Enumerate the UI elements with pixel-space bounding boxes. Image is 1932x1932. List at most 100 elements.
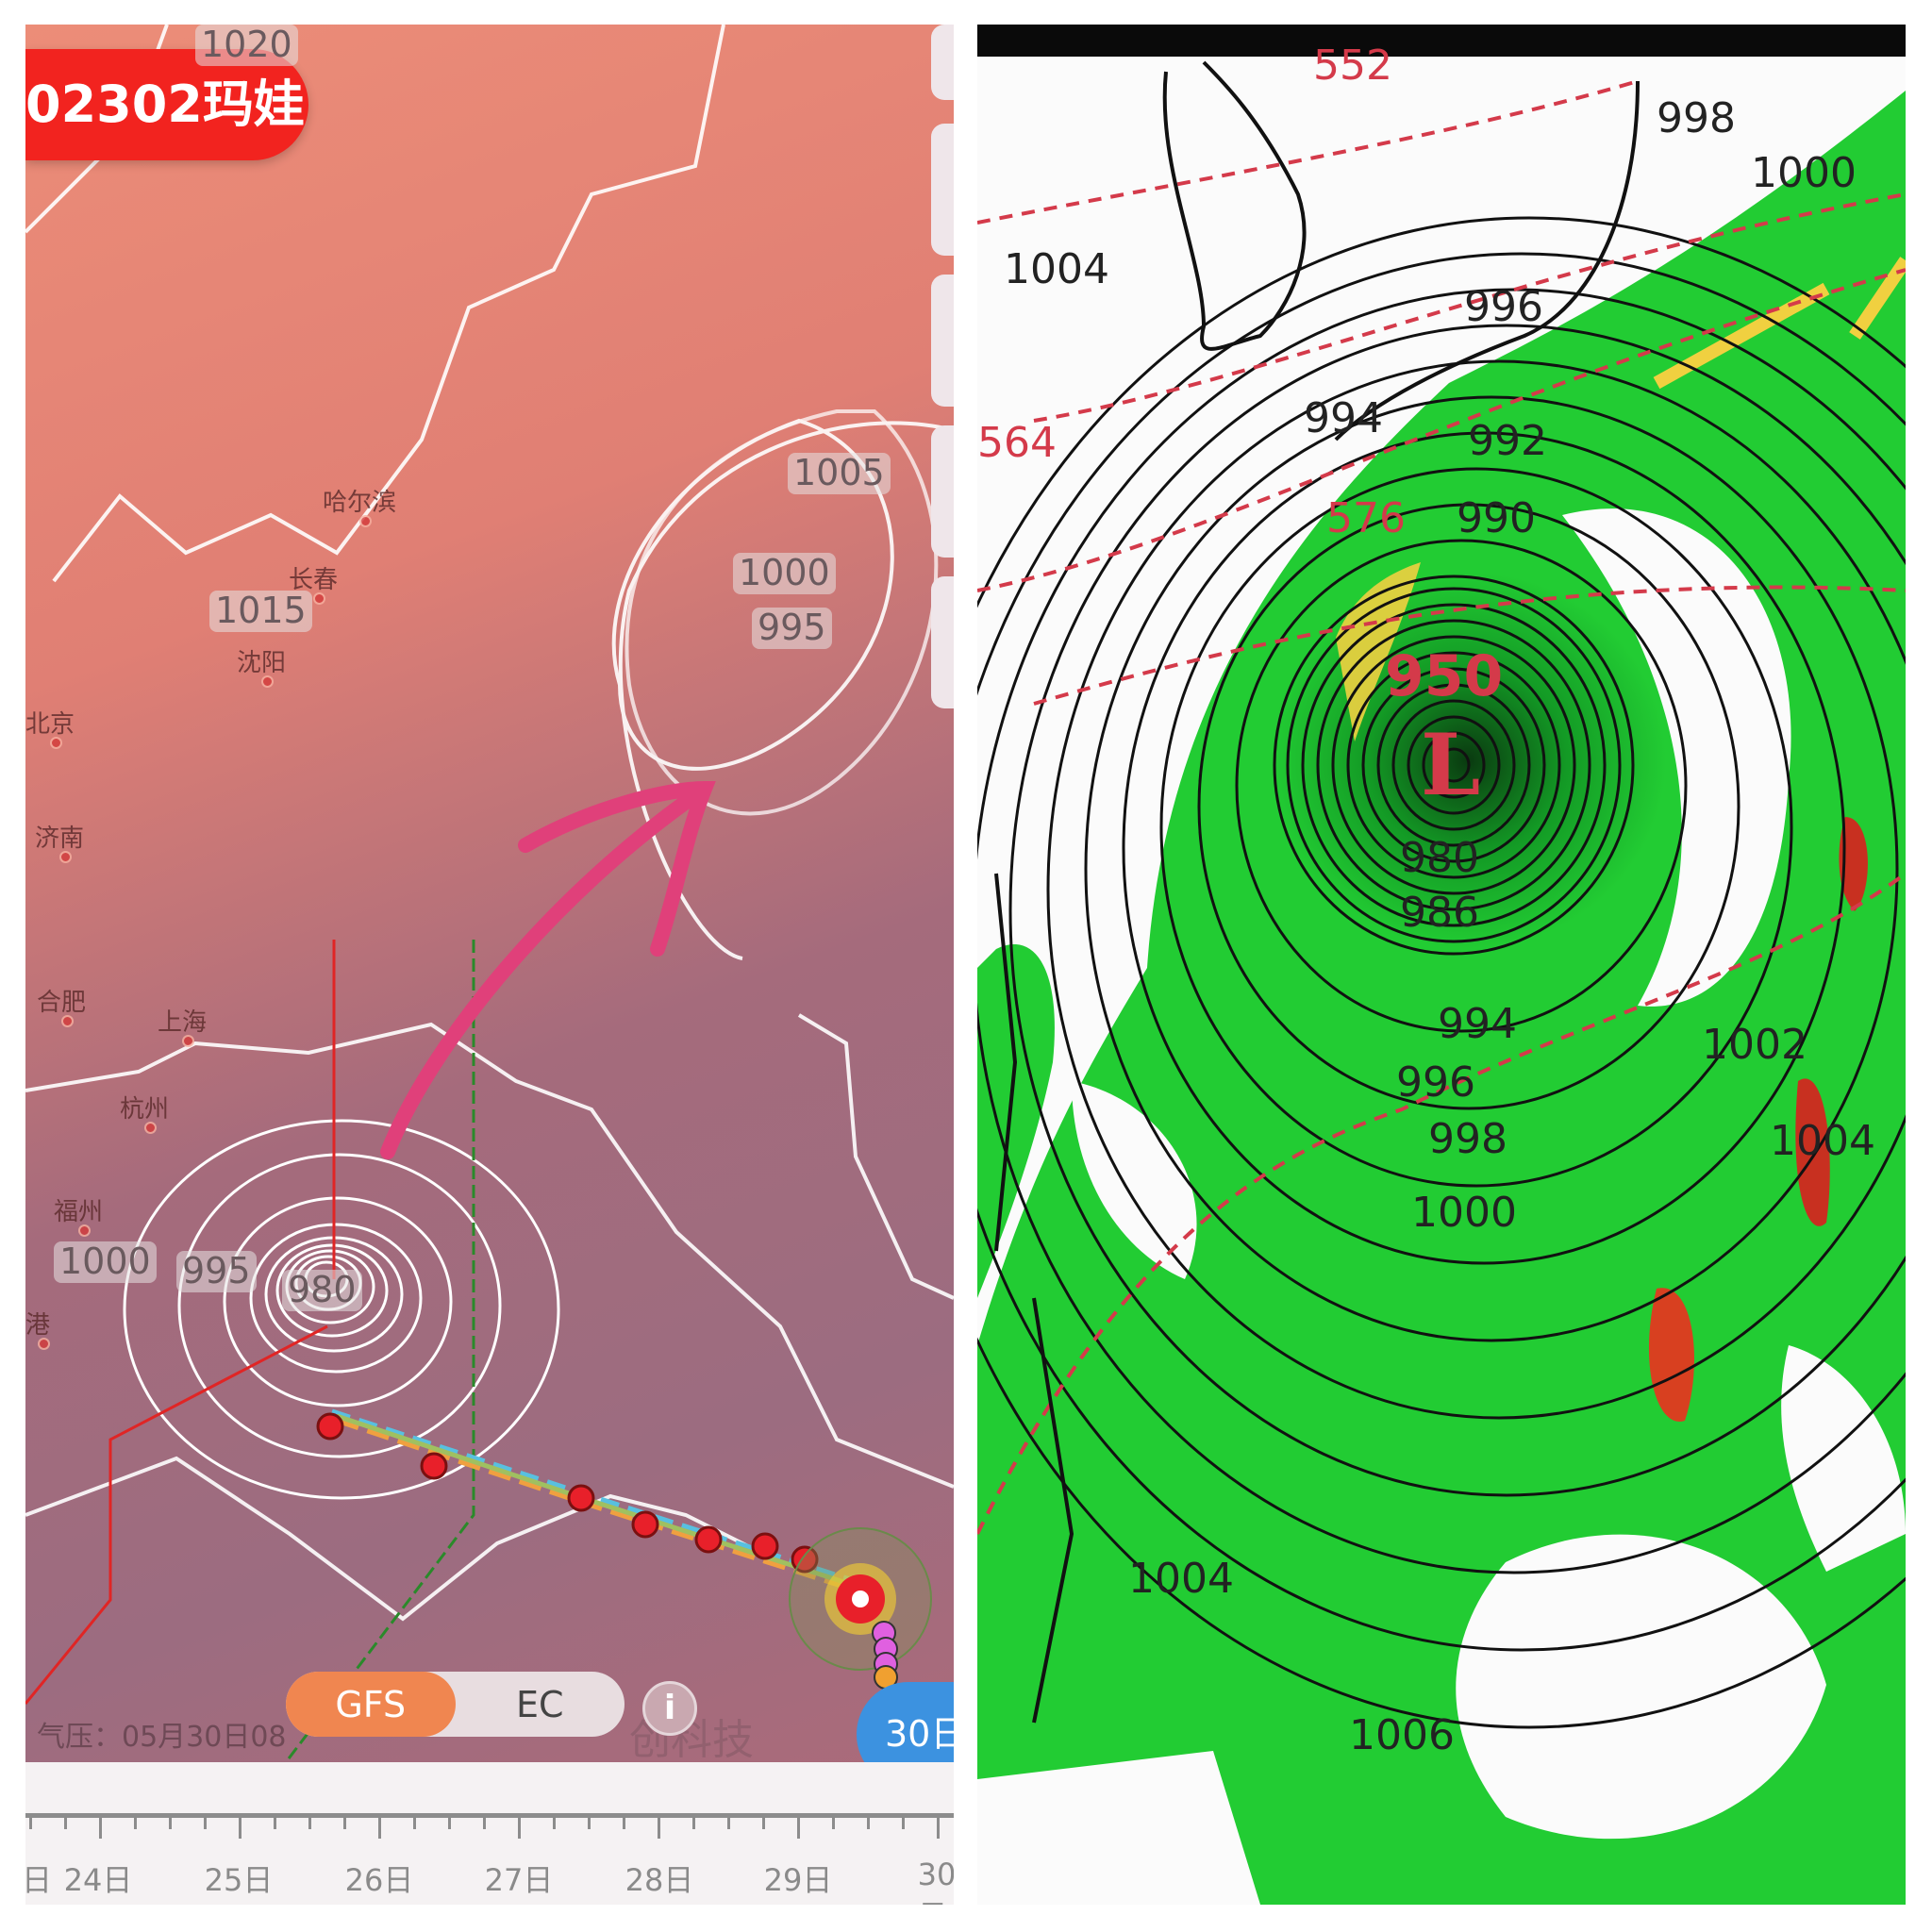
isobar-contour (977, 216, 1906, 1729)
timeline-tick (902, 1818, 905, 1829)
isobar-label-995: 995 (752, 607, 832, 649)
side-tab[interactable] (931, 25, 954, 100)
isobar-contour (1407, 715, 1501, 815)
timeline-tick (204, 1818, 207, 1829)
timeline-date-label[interactable]: 24日 (63, 1862, 133, 1898)
track-points (316, 1412, 819, 1574)
contour-label: 1000 (1751, 149, 1857, 197)
timeline-date-label[interactable]: 28日 (625, 1862, 694, 1898)
city-label: 港 (25, 1306, 51, 1350)
contour-label: 992 (1468, 417, 1547, 465)
contour-label: 994 (1304, 394, 1383, 442)
storm-name-text: 02302玛娃 (25, 75, 305, 134)
info-icon[interactable]: i (642, 1681, 697, 1736)
track-point (631, 1510, 659, 1539)
timeline-date-label[interactable]: 26日 (344, 1862, 414, 1898)
timeline-tick (308, 1818, 311, 1829)
timeline-tick (448, 1818, 451, 1829)
contour-label: 1002 (1702, 1021, 1807, 1069)
storm-name-label[interactable]: 02302玛娃 (25, 49, 308, 160)
isobar-label-995: 995 (176, 1250, 257, 1292)
isobar-contour (1273, 575, 1635, 956)
ec-button[interactable]: EC (515, 1683, 564, 1725)
thickness-lines (977, 79, 1906, 1535)
isobar-contour (1437, 747, 1471, 783)
city-label: 长春 (289, 560, 338, 605)
timeline-tick (797, 1818, 800, 1839)
thickness-label: 564 (977, 419, 1057, 467)
contour-label: 1000 (1411, 1189, 1517, 1237)
storm-isobars (123, 1119, 560, 1500)
thickness-label: 576 (1326, 494, 1406, 542)
coastlines (994, 60, 1640, 1724)
contour-label: 1004 (1770, 1117, 1875, 1165)
isobar-label-1015: 1015 (209, 590, 312, 632)
timeline-track[interactable] (25, 1813, 954, 1818)
pressure-precip-model-map: 1004 552 998 1000 996 994 564 992 576 99… (977, 25, 1906, 1905)
forecast-boundary-green (278, 940, 475, 1771)
thickness-label: 552 (1313, 42, 1392, 90)
isobar-contour (1159, 467, 1793, 1188)
city-label: 北京 (25, 705, 75, 749)
timeline-date-label[interactable]: 27日 (484, 1862, 554, 1898)
timeline-date-label[interactable]: 29日 (763, 1862, 833, 1898)
side-tab[interactable] (931, 275, 954, 407)
isobar-label-1000: 1000 (54, 1241, 157, 1283)
center-pressure-label: 950 (1385, 643, 1504, 709)
contour-label: 1004 (1004, 245, 1109, 293)
model-toggle[interactable]: GFS EC (286, 1672, 625, 1737)
isobar-label-1000: 1000 (733, 552, 836, 594)
contour-label: 1004 (1128, 1555, 1234, 1603)
timeline-tick (867, 1818, 870, 1829)
dry-areas (977, 508, 1906, 1905)
timeline-slider[interactable]: 日 24日 25日 26日 27日 28日 29日 30日 (25, 1762, 954, 1905)
storm-isobar (223, 1196, 453, 1407)
track-point (751, 1532, 779, 1560)
timeline-tick (413, 1818, 416, 1829)
timeline-tick (727, 1818, 730, 1829)
contour-label: 996 (1464, 283, 1543, 331)
top-black-bar (977, 25, 1906, 57)
pressure-time-text: 气压：05月30日08 (37, 1721, 287, 1754)
side-tab[interactable] (931, 576, 954, 708)
gfs-button[interactable]: GFS (286, 1672, 456, 1737)
city-label: 沈阳 (237, 643, 286, 688)
city-label: 福州 (54, 1192, 103, 1237)
low-center-label: L (1421, 715, 1481, 815)
typhoon-track-map[interactable]: 02302玛娃 哈尔滨 长春 沈阳 北京 济南 合肥 上海 杭州 福州港 1020 1015 1… (25, 25, 954, 1905)
timeline-tick (692, 1818, 695, 1829)
city-label: 合肥 (37, 983, 86, 1027)
timeline-date-label[interactable]: 25日 (204, 1862, 274, 1898)
timeline-tick (99, 1818, 102, 1839)
map-overlay (25, 25, 954, 1771)
contour-label: 980 (1400, 834, 1479, 882)
future-points (872, 1621, 898, 1690)
timeline-tick (378, 1818, 381, 1839)
isobar-label-1005: 1005 (788, 452, 891, 494)
isobar-contour (1286, 587, 1622, 943)
timeline-tick (518, 1818, 521, 1839)
contour-label: 1006 (1349, 1711, 1455, 1759)
city-label: 上海 (158, 1003, 207, 1047)
isobar-contour (1346, 651, 1561, 879)
timeline-tick (937, 1818, 940, 1839)
city-label: 济南 (35, 819, 84, 863)
isobar-contour (977, 252, 1906, 1652)
model-map-graphic (977, 60, 1906, 1905)
isobar-contour (1422, 731, 1486, 799)
isobar-contour (1084, 395, 1899, 1342)
track-point (694, 1525, 723, 1554)
timeline-tick (29, 1818, 32, 1829)
timeline-tick (134, 1818, 137, 1829)
contour-label: 990 (1457, 494, 1536, 542)
side-tab[interactable] (931, 425, 954, 558)
storm-isobar (177, 1153, 502, 1458)
timeline-date-label[interactable]: 日 (25, 1862, 53, 1898)
side-tab[interactable] (931, 124, 954, 256)
timeline-date-label[interactable]: 30日 (917, 1857, 954, 1905)
isobar-contour (1316, 619, 1591, 911)
timeline-tick (623, 1818, 625, 1829)
contour-label: 998 (1657, 94, 1736, 142)
timeline-tick (553, 1818, 556, 1829)
isobar-contour (1361, 667, 1546, 863)
